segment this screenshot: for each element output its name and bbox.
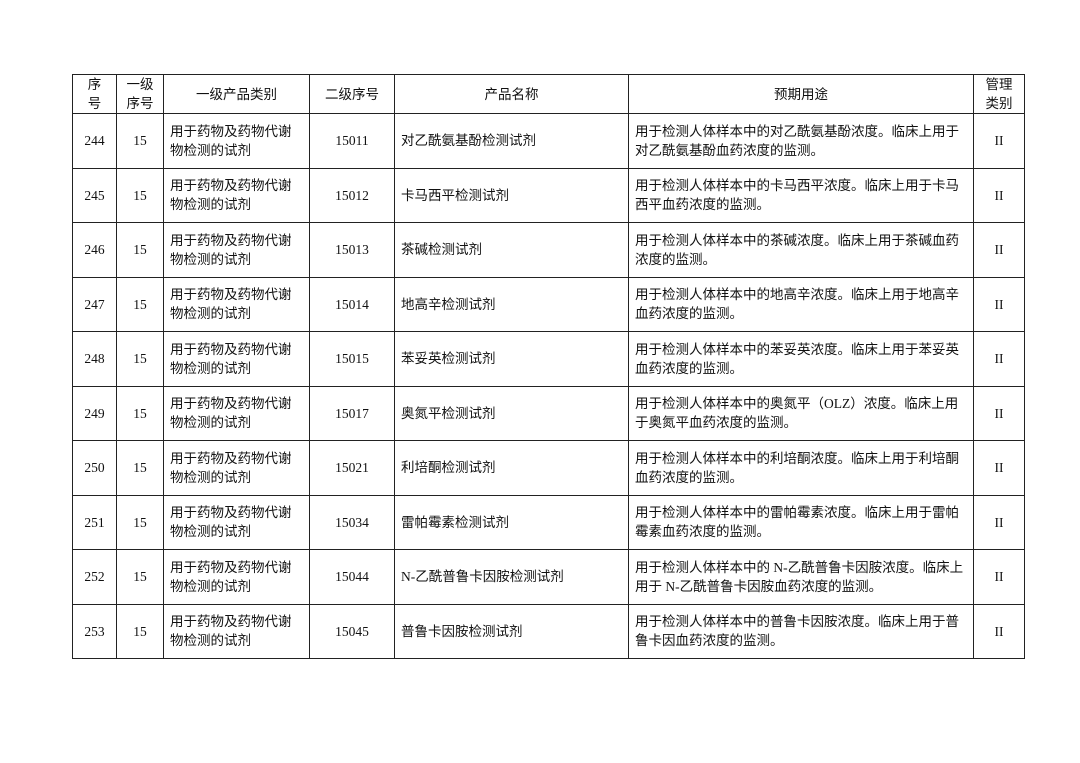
table-header-row: 序 号 一级序号 一级产品类别 二级序号 产品名称 预期用途 管理类别: [72, 74, 1025, 114]
level2-serial-cell: 15014: [309, 276, 395, 332]
table-row: 248 15 用于药物及药物代谢物检测的试剂 15015 苯妥英检测试剂 用于检测人体样本…: [72, 331, 1025, 387]
level1-serial-cell: 15: [116, 549, 164, 605]
level2-serial-cell: 15015: [309, 331, 395, 387]
table-row: 246 15 用于药物及药物代谢物检测的试剂 15013 茶碱检测试剂 用于检测人体样本中…: [72, 222, 1025, 278]
header-text-line: 号: [87, 96, 102, 111]
intended-use-cell: 用于检测人体样本中的普鲁卡因胺浓度。临床上用于普鲁卡因血药浓度的监测。: [628, 603, 974, 659]
table-row: 250 15 用于药物及药物代谢物检测的试剂 15021 利培酮检测试剂 用于检测人体样本…: [72, 440, 1025, 496]
product-name-cell: 普鲁卡因胺检测试剂: [394, 603, 629, 659]
management-class-cell: II: [973, 113, 1025, 169]
header-management-class: 管理类别: [973, 74, 1025, 114]
table-row: 249 15 用于药物及药物代谢物检测的试剂 15017 奥氮平检测试剂 用于检测人体样本…: [72, 385, 1025, 441]
header-intended-use: 预期用途: [628, 74, 974, 114]
management-class-cell: II: [973, 494, 1025, 550]
table-row: 244 15 用于药物及药物代谢物检测的试剂 15011 对乙酰氨基酚检测试剂 用于检测人…: [72, 113, 1025, 169]
level1-category-cell: 用于药物及药物代谢物检测的试剂: [163, 385, 310, 441]
level2-serial-cell: 15045: [309, 603, 395, 659]
management-class-cell: II: [973, 385, 1025, 441]
intended-use-cell: 用于检测人体样本中的茶碱浓度。临床上用于茶碱血药浓度的监测。: [628, 222, 974, 278]
level1-serial-cell: 15: [116, 603, 164, 659]
management-class-cell: II: [973, 331, 1025, 387]
serial-cell: 244: [72, 113, 117, 169]
serial-cell: 252: [72, 549, 117, 605]
header-text: 一级序号: [126, 77, 154, 111]
intended-use-cell: 用于检测人体样本中的苯妥英浓度。临床上用于苯妥英血药浓度的监测。: [628, 331, 974, 387]
management-class-cell: II: [973, 549, 1025, 605]
product-table: 序 号 一级序号 一级产品类别 二级序号 产品名称 预期用途 管理类别 244 1…: [72, 74, 1025, 659]
header-text: 管理类别: [985, 77, 1013, 111]
level1-serial-cell: 15: [116, 113, 164, 169]
level1-serial-cell: 15: [116, 222, 164, 278]
level1-category-cell: 用于药物及药物代谢物检测的试剂: [163, 549, 310, 605]
level1-category-cell: 用于药物及药物代谢物检测的试剂: [163, 440, 310, 496]
level2-serial-cell: 15011: [309, 113, 395, 169]
level1-category-cell: 用于药物及药物代谢物检测的试剂: [163, 276, 310, 332]
serial-cell: 253: [72, 603, 117, 659]
product-name-cell: N-乙酰普鲁卡因胺检测试剂: [394, 549, 629, 605]
table-row: 245 15 用于药物及药物代谢物检测的试剂 15012 卡马西平检测试剂 用于检测人体样…: [72, 167, 1025, 223]
intended-use-cell: 用于检测人体样本中的奥氮平（OLZ）浓度。临床上用于奥氮平血药浓度的监测。: [628, 385, 974, 441]
level1-serial-cell: 15: [116, 167, 164, 223]
product-name-cell: 卡马西平检测试剂: [394, 167, 629, 223]
product-name-cell: 雷帕霉素检测试剂: [394, 494, 629, 550]
intended-use-cell: 用于检测人体样本中的对乙酰氨基酚浓度。临床上用于对乙酰氨基酚血药浓度的监测。: [628, 113, 974, 169]
serial-cell: 245: [72, 167, 117, 223]
intended-use-cell: 用于检测人体样本中的卡马西平浓度。临床上用于卡马西平血药浓度的监测。: [628, 167, 974, 223]
table-row: 252 15 用于药物及药物代谢物检测的试剂 15044 N-乙酰普鲁卡因胺检测试剂 用于…: [72, 549, 1025, 605]
product-name-cell: 苯妥英检测试剂: [394, 331, 629, 387]
level1-serial-cell: 15: [116, 440, 164, 496]
serial-cell: 249: [72, 385, 117, 441]
level1-category-cell: 用于药物及药物代谢物检测的试剂: [163, 331, 310, 387]
header-product-name: 产品名称: [394, 74, 629, 114]
level1-serial-cell: 15: [116, 385, 164, 441]
level2-serial-cell: 15044: [309, 549, 395, 605]
intended-use-cell: 用于检测人体样本中的利培酮浓度。临床上用于利培酮血药浓度的监测。: [628, 440, 974, 496]
header-text-line: 序: [87, 77, 102, 92]
level2-serial-cell: 15021: [309, 440, 395, 496]
product-name-cell: 地高辛检测试剂: [394, 276, 629, 332]
product-name-cell: 茶碱检测试剂: [394, 222, 629, 278]
level1-serial-cell: 15: [116, 276, 164, 332]
level1-category-cell: 用于药物及药物代谢物检测的试剂: [163, 494, 310, 550]
table-body: 244 15 用于药物及药物代谢物检测的试剂 15011 对乙酰氨基酚检测试剂 用于检测人…: [72, 113, 1025, 659]
serial-cell: 250: [72, 440, 117, 496]
intended-use-cell: 用于检测人体样本中的地高辛浓度。临床上用于地高辛血药浓度的监测。: [628, 276, 974, 332]
level1-category-cell: 用于药物及药物代谢物检测的试剂: [163, 113, 310, 169]
management-class-cell: II: [973, 167, 1025, 223]
level2-serial-cell: 15013: [309, 222, 395, 278]
level2-serial-cell: 15017: [309, 385, 395, 441]
serial-cell: 246: [72, 222, 117, 278]
serial-cell: 251: [72, 494, 117, 550]
product-name-cell: 利培酮检测试剂: [394, 440, 629, 496]
management-class-cell: II: [973, 222, 1025, 278]
level1-serial-cell: 15: [116, 331, 164, 387]
level1-category-cell: 用于药物及药物代谢物检测的试剂: [163, 167, 310, 223]
level1-serial-cell: 15: [116, 494, 164, 550]
header-serial: 序 号: [72, 74, 117, 114]
level1-category-cell: 用于药物及药物代谢物检测的试剂: [163, 222, 310, 278]
header-level1-serial: 一级序号: [116, 74, 164, 114]
table-row: 247 15 用于药物及药物代谢物检测的试剂 15014 地高辛检测试剂 用于检测人体样本…: [72, 276, 1025, 332]
header-level2-serial: 二级序号: [309, 74, 395, 114]
intended-use-cell: 用于检测人体样本中的雷帕霉素浓度。临床上用于雷帕霉素血药浓度的监测。: [628, 494, 974, 550]
management-class-cell: II: [973, 603, 1025, 659]
header-level1-category: 一级产品类别: [163, 74, 310, 114]
level1-category-cell: 用于药物及药物代谢物检测的试剂: [163, 603, 310, 659]
management-class-cell: II: [973, 440, 1025, 496]
level2-serial-cell: 15012: [309, 167, 395, 223]
product-name-cell: 对乙酰氨基酚检测试剂: [394, 113, 629, 169]
table-row: 253 15 用于药物及药物代谢物检测的试剂 15045 普鲁卡因胺检测试剂 用于检测人体…: [72, 603, 1025, 659]
serial-cell: 247: [72, 276, 117, 332]
intended-use-cell: 用于检测人体样本中的 N-乙酰普鲁卡因胺浓度。临床上用于 N-乙酰普鲁卡因胺血药…: [628, 549, 974, 605]
product-name-cell: 奥氮平检测试剂: [394, 385, 629, 441]
table-row: 251 15 用于药物及药物代谢物检测的试剂 15034 雷帕霉素检测试剂 用于检测人体样…: [72, 494, 1025, 550]
level2-serial-cell: 15034: [309, 494, 395, 550]
serial-cell: 248: [72, 331, 117, 387]
management-class-cell: II: [973, 276, 1025, 332]
